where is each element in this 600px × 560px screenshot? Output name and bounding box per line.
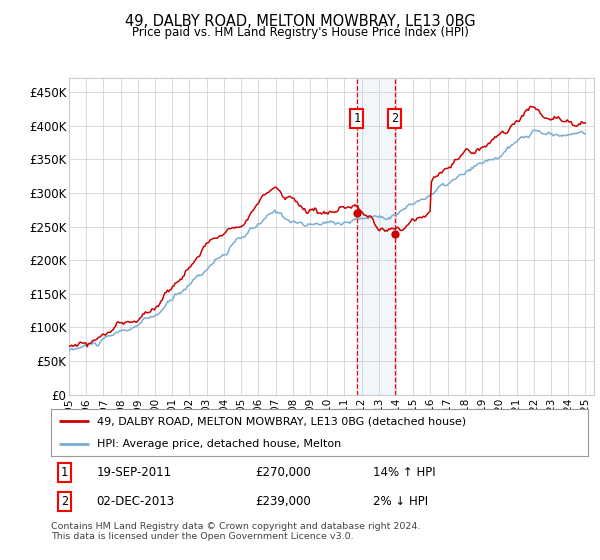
Text: 2: 2 (61, 495, 68, 508)
Bar (357, 78, 395, 395)
Text: 19-SEP-2011: 19-SEP-2011 (97, 465, 172, 479)
Text: 02-DEC-2013: 02-DEC-2013 (97, 495, 175, 508)
Text: 1: 1 (61, 465, 68, 479)
Text: 49, DALBY ROAD, MELTON MOWBRAY, LE13 0BG: 49, DALBY ROAD, MELTON MOWBRAY, LE13 0BG (125, 14, 475, 29)
Text: 49, DALBY ROAD, MELTON MOWBRAY, LE13 0BG (detached house): 49, DALBY ROAD, MELTON MOWBRAY, LE13 0BG… (97, 416, 466, 426)
Text: 14% ↑ HPI: 14% ↑ HPI (373, 465, 436, 479)
Text: Price paid vs. HM Land Registry's House Price Index (HPI): Price paid vs. HM Land Registry's House … (131, 26, 469, 39)
Text: 2% ↓ HPI: 2% ↓ HPI (373, 495, 428, 508)
Text: 2: 2 (391, 113, 398, 125)
Text: £270,000: £270,000 (255, 465, 311, 479)
Text: Contains HM Land Registry data © Crown copyright and database right 2024.
This d: Contains HM Land Registry data © Crown c… (51, 522, 421, 542)
Text: 1: 1 (353, 113, 361, 125)
Text: HPI: Average price, detached house, Melton: HPI: Average price, detached house, Melt… (97, 439, 341, 449)
Text: £239,000: £239,000 (255, 495, 311, 508)
